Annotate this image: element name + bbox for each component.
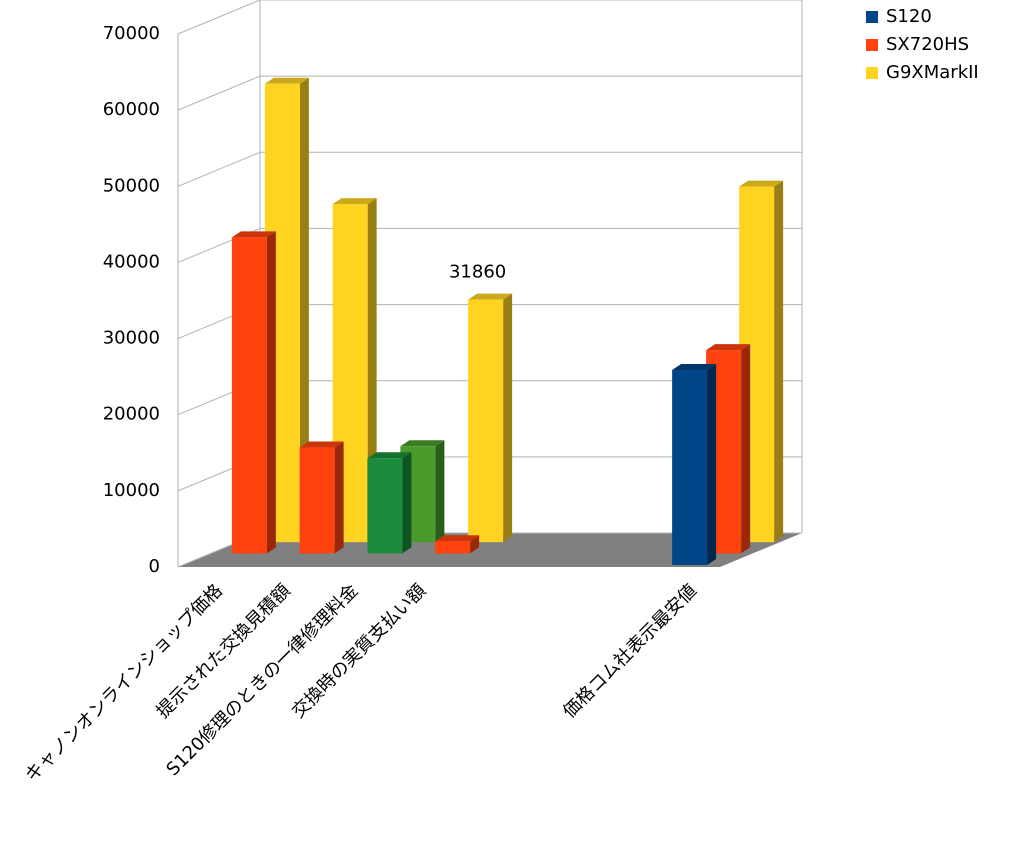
bar-side <box>707 364 717 565</box>
y-tick-label: 50000 <box>103 175 160 196</box>
bar-group <box>299 441 344 554</box>
bar-top <box>739 180 784 187</box>
y-tick-label: 40000 <box>103 251 160 272</box>
bar-group <box>231 231 276 554</box>
bar-top <box>468 293 513 300</box>
bar-side <box>741 344 751 554</box>
bar-group <box>435 535 480 554</box>
bar-top <box>435 535 480 542</box>
bar-top <box>332 198 377 205</box>
legend-swatch <box>866 67 878 79</box>
bar-side <box>470 535 480 554</box>
y-tick-label: 10000 <box>103 480 160 501</box>
bar <box>299 447 335 554</box>
bar-side <box>774 180 784 543</box>
bar <box>367 458 403 554</box>
bar-top <box>231 231 276 238</box>
bar-top <box>367 452 412 459</box>
bar-top <box>672 364 717 371</box>
bar-top <box>400 440 445 447</box>
y-tick-label: 70000 <box>103 23 160 44</box>
x-tick-label: 提示された交換見積額 <box>153 580 295 722</box>
bar-group <box>672 364 717 565</box>
bar-top <box>264 77 309 84</box>
y-tick-label: 30000 <box>103 328 160 349</box>
y-tick-label: 60000 <box>103 99 160 120</box>
legend-swatch <box>866 39 878 51</box>
bar-side <box>266 231 276 554</box>
bar-top <box>706 344 751 351</box>
bar-top <box>299 441 344 448</box>
bar-side <box>402 452 412 554</box>
bar-side <box>435 440 445 543</box>
bar <box>231 237 267 554</box>
legend-swatch <box>866 11 878 23</box>
bar-side <box>299 77 309 543</box>
grid-line <box>177 151 261 187</box>
y-tick-label: 20000 <box>103 404 160 425</box>
legend-label: G9XMarkII <box>886 62 979 83</box>
bar-side <box>334 441 344 554</box>
bar <box>672 370 708 565</box>
legend-label: S120 <box>886 6 932 27</box>
y-tick-label: 0 <box>149 556 160 577</box>
bar-side <box>503 293 513 543</box>
grid-line <box>177 0 261 35</box>
legend-label: SX720HS <box>886 34 969 55</box>
x-tick-label: 価格コム社表示最安値 <box>559 580 701 722</box>
grid-line <box>177 75 261 111</box>
bar <box>468 299 504 543</box>
data-label: 31860 <box>449 262 506 283</box>
bar-group <box>367 452 412 554</box>
bar <box>435 541 471 554</box>
x-tick-label: 交換時の実質支払い額 <box>288 580 430 722</box>
bar-group <box>468 293 513 543</box>
